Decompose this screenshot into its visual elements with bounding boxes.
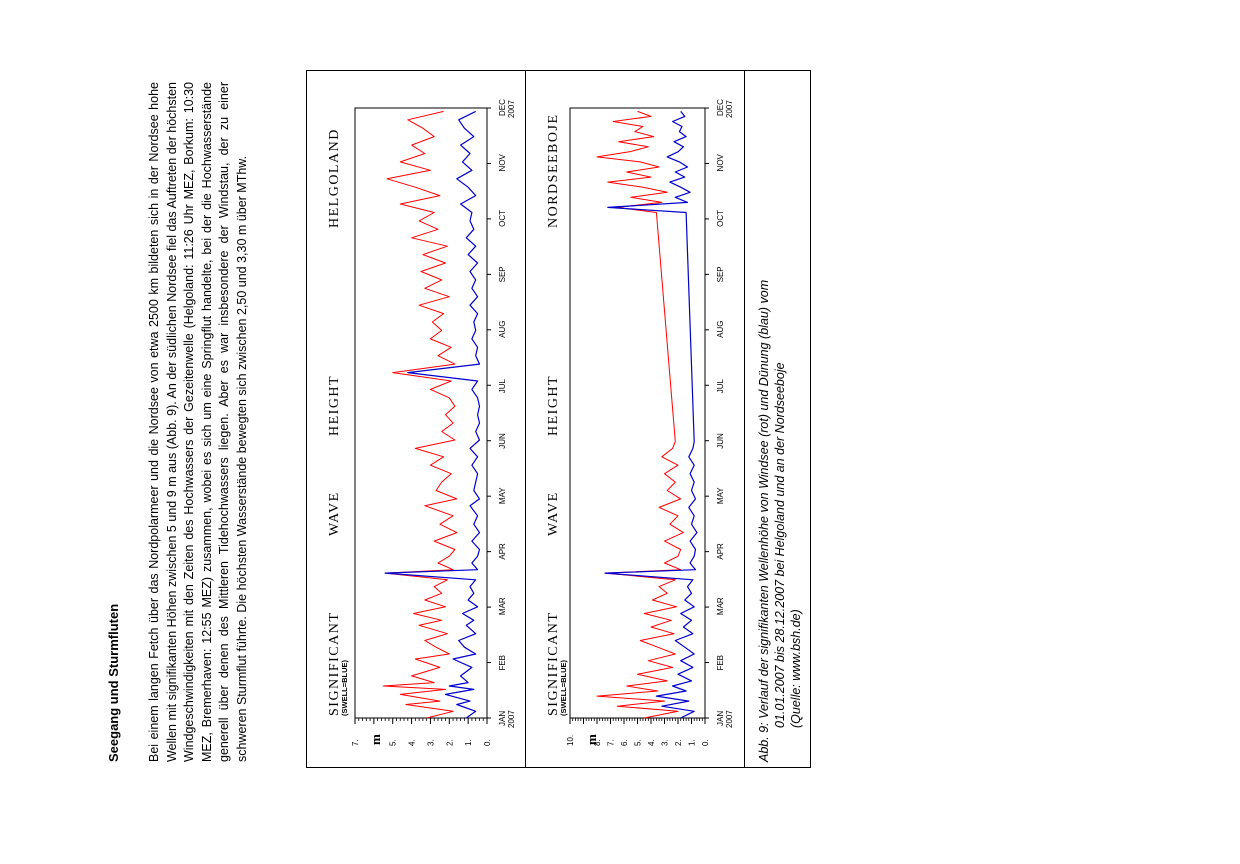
y-tick-label: 5. [389,739,398,746]
y-tick-label: 4. [647,739,656,746]
x-tick-label: JUL [716,378,725,393]
y-tick-label: 8. [593,739,602,746]
x-tick-label: FEB [716,655,725,671]
chart-title-word: HELGOLAND [327,128,342,228]
x-tick-label: NOV [716,153,725,171]
caption-line-2: 01.01.2007 bis 28.12.2007 bei Helgoland … [773,362,787,728]
x-tick-label: OCT [716,210,725,227]
figure-frame [306,70,811,768]
caption-line-1: Abb. 9: Verlauf der signifikanten Wellen… [757,279,771,762]
plot-frame [354,107,488,719]
x-tick-label: JUL [498,378,507,393]
y-tick-label: 3. [661,739,670,746]
y-tick-label: 1. [688,739,697,746]
y-tick-label: 4. [408,739,417,746]
y-tick-label: 7. [607,739,616,746]
x-tick-sublabel: 2007 [725,710,734,728]
y-tick-label: 0. [483,739,492,746]
chart-title-word: SIGNIFICANT [546,612,561,716]
chart-panel-1: SIGNIFICANT WAVE HEIGHT HELGOLAND (SWELL=BLU… [327,99,516,746]
chart-title-word: WAVE [327,491,342,536]
swell-series-line [384,110,481,719]
x-tick-sublabel: 2007 [507,100,516,118]
x-tick-label: MAY [498,487,507,504]
chart-subtitle: (SWELL=BLUE) [559,659,568,716]
x-tick-label: SEP [716,266,725,282]
windsee-series-line [382,110,458,719]
figure-divider-2 [744,70,745,768]
x-tick-label: JAN [498,711,507,726]
x-tick-label: JUN [498,433,507,449]
y-tick-label: 5. [634,739,643,746]
windsee-series-line [596,110,684,719]
x-tick-label: APR [716,543,725,560]
y-tick-label: 0. [701,739,710,746]
figure-divider-1 [525,70,526,768]
x-tick-label: DEC [716,99,725,116]
chart-subtitle: (SWELL=BLUE) [340,659,349,716]
y-tick-label: 10. [566,735,575,746]
y-axis-unit: m [368,734,383,745]
x-tick-label: MAR [716,597,725,615]
y-tick-label: 1. [464,739,473,746]
chart-title-word: NORDSEEBOJE [546,113,561,228]
y-tick-label: 7. [351,739,360,746]
x-tick-sublabel: 2007 [725,100,734,118]
figure-caption: Abb. 9: Verlauf der signifikanten Wellen… [756,72,804,762]
x-tick-label: AUG [498,320,507,337]
chart-title-word: WAVE [546,491,561,536]
chart-panel-2: SIGNIFICANT WAVE HEIGHT NORDSEEBOJE (SWELL=B… [546,99,734,746]
x-tick-label: APR [498,543,507,560]
x-tick-label: MAY [716,487,725,504]
x-tick-label: JAN [716,711,725,726]
x-tick-label: FEB [498,655,507,671]
chart-title-word: HEIGHT [327,375,342,436]
y-tick-label: 2. [674,739,683,746]
x-tick-label: JUN [716,433,725,449]
x-tick-sublabel: 2007 [507,710,516,728]
y-tick-label: 6. [620,739,629,746]
x-tick-label: MAR [498,597,507,615]
chart-title-word: HEIGHT [546,375,561,436]
y-tick-label: 3. [426,739,435,746]
swell-series-line [604,111,698,719]
x-tick-label: AUG [716,320,725,337]
y-axis-unit: m [584,734,599,745]
chart-title-word: SIGNIFICANT [327,612,342,716]
x-tick-label: SEP [498,266,507,282]
caption-line-3: (Quelle: www.bsh.de) [789,609,803,728]
x-tick-label: OCT [498,210,507,227]
x-tick-label: NOV [498,153,507,171]
x-tick-label: DEC [498,99,507,116]
y-tick-label: 2. [445,739,454,746]
